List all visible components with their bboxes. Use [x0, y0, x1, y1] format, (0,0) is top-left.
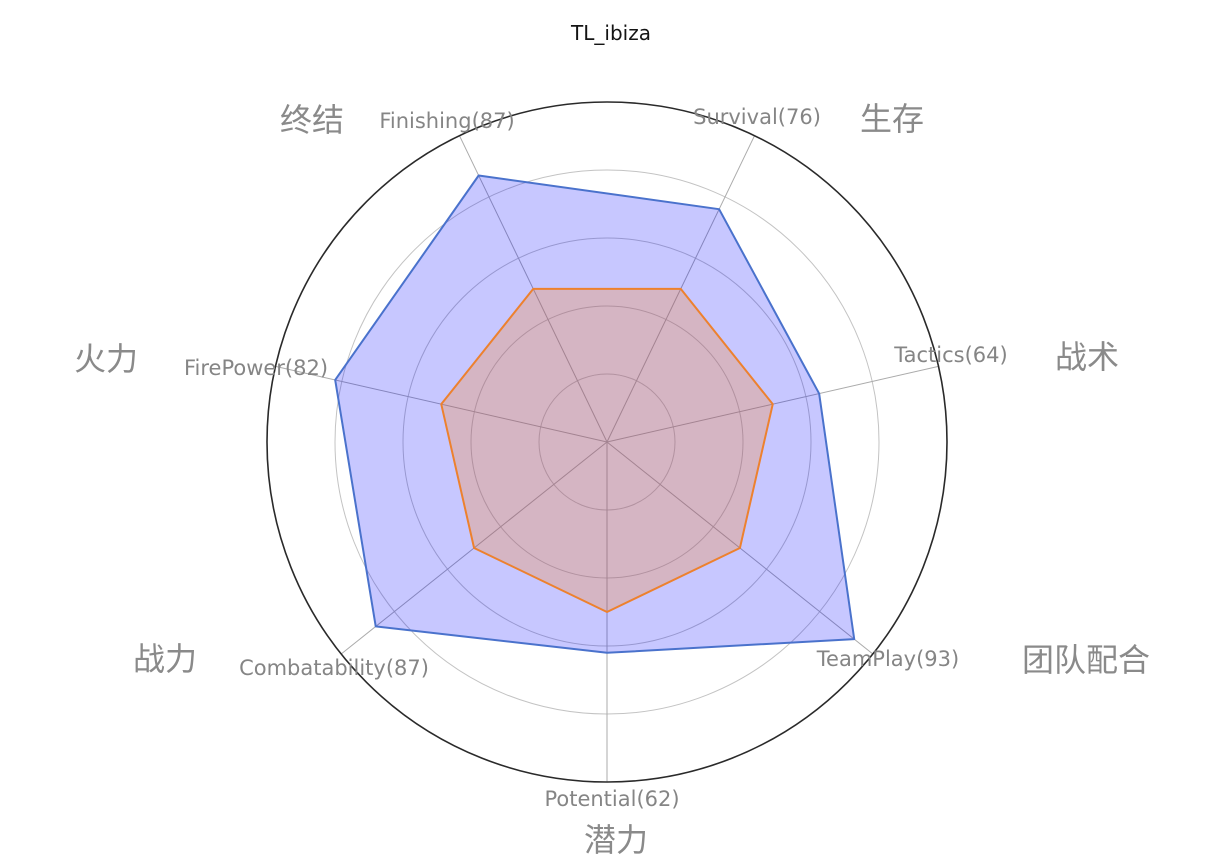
axis-label-zh-tactics: 战术 [1054, 338, 1120, 376]
axis-label-combatability: Combatability(87) [239, 656, 429, 680]
axis-label-firepower: FirePower(82) [183, 356, 329, 380]
series-player-polygon [334, 174, 856, 654]
axis-label-zh-potential: 潜力 [583, 821, 649, 859]
axis-label-survival: Survival(76) [693, 105, 821, 129]
axis-label-zh-combatability: 战力 [132, 640, 198, 678]
axis-label-zh-finishing: 终结 [279, 101, 345, 139]
axis-label-finishing: Finishing(87) [379, 109, 515, 133]
outer-circle [266, 101, 948, 783]
axis-label-teamplay: TeamPlay(93) [816, 647, 960, 671]
axis-label-tactics: Tactics(64) [894, 343, 1008, 367]
series-reference-polygon [440, 287, 774, 613]
axis-label-zh-teamplay: 团队配合 [1021, 641, 1151, 679]
axis-label-potential: Potential(62) [544, 787, 680, 811]
chart-title: TL_ibiza [571, 21, 651, 45]
axis-label-zh-firepower: 火力 [73, 340, 139, 378]
axis-label-zh-survival: 生存 [859, 100, 925, 138]
